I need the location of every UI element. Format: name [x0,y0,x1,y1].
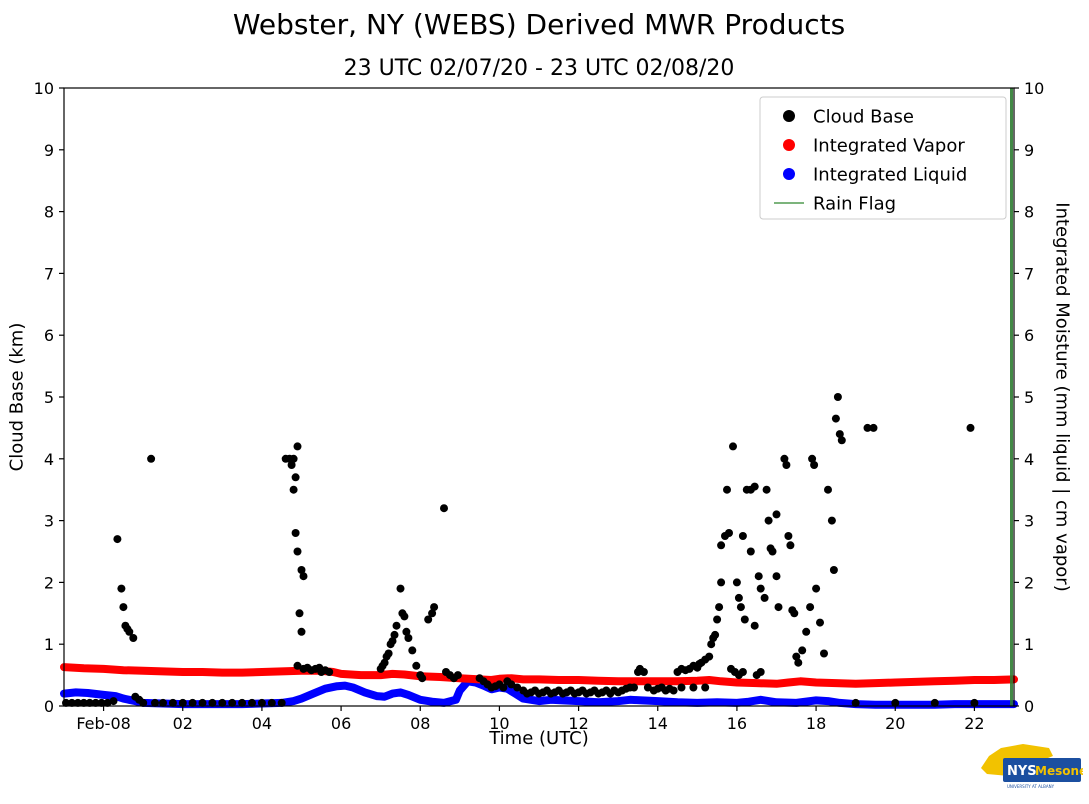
x-tick-label: 20 [885,714,905,733]
y-tick-label-left: 5 [44,388,54,407]
x-tick-label: 16 [727,714,747,733]
y-tick-label-right: 6 [1024,326,1034,345]
x-tick-label: 04 [252,714,272,733]
logo-text-nys: NYS [1007,764,1037,779]
y-tick-label-right: 1 [1024,635,1034,654]
y-tick-label-right: 5 [1024,388,1034,407]
chart-subtitle: 23 UTC 02/07/20 - 23 UTC 02/08/20 [343,56,735,81]
x-tick-label: 06 [331,714,351,733]
legend-label: Integrated Vapor [813,136,965,157]
y-tick-label-right: 9 [1024,141,1034,160]
legend-label: Cloud Base [813,107,914,128]
x-tick-label: 02 [173,714,193,733]
y-tick-label-right: 2 [1024,573,1034,592]
x-tick-label: 08 [410,714,430,733]
logo-text-sub: UNIVERSITY AT ALBANY [1007,784,1055,789]
x-tick-label: 10 [489,714,509,733]
x-tick-label: 14 [648,714,668,733]
y-tick-label-left: 0 [44,697,54,716]
y-axis-label-left: Cloud Base (km) [6,322,28,472]
y-tick-label-left: 10 [34,79,54,98]
y-tick-label-left: 9 [44,141,54,160]
legend-label: Rain Flag [813,194,896,215]
logo-text-mesonet: Mesonet [1035,764,1083,778]
y-tick-label-left: 4 [44,450,54,469]
x-axis-label: Time (UTC) [489,728,589,749]
legend-marker-integrated-liquid [783,168,795,180]
legend: Cloud Base Integrated Vapor Integrated Liq… [759,96,1007,220]
y-tick-label-left: 8 [44,203,54,222]
y-tick-label-right: 4 [1024,450,1034,469]
y-tick-label-left: 3 [44,512,54,531]
x-tick-label: Feb-08 [76,714,130,733]
x-tick-label: 22 [964,714,984,733]
y-axis-label-right: Integrated Moisture (mm liquid | cm vapo… [1051,202,1073,592]
x-tick-label: 18 [806,714,826,733]
y-tick-label-right: 7 [1024,264,1034,283]
y-tick-label-right: 10 [1024,79,1044,98]
y-tick-label-left: 6 [44,326,54,345]
axes: Feb-08 02 04 06 08 10 12 14 16 18 20 22012345678910… [34,79,1045,733]
y-tick-label-left: 2 [44,573,54,592]
series-integrated-vapor [60,663,1018,688]
y-tick-label-right: 8 [1024,203,1034,222]
series-cloud-base [62,393,979,707]
nys-mesonet-logo: NYS Mesonet UNIVERSITY AT ALBANY [979,738,1089,800]
y-tick-label-right: 0 [1024,697,1034,716]
legend-marker-integrated-vapor [783,139,795,151]
legend-marker-cloud-base [783,110,795,122]
x-tick-label: 12 [568,714,588,733]
chart-title: Webster, NY (WEBS) Derived MWR Products [232,8,846,41]
logo-banner [1003,758,1081,782]
y-tick-label-left: 7 [44,264,54,283]
y-tick-label-right: 3 [1024,512,1034,531]
legend-label: Integrated Liquid [813,165,967,186]
y-tick-label-left: 1 [44,635,54,654]
